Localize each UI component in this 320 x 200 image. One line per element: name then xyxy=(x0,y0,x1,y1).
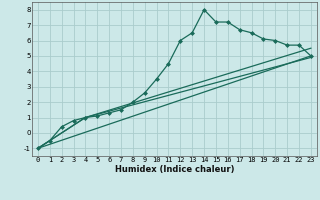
X-axis label: Humidex (Indice chaleur): Humidex (Indice chaleur) xyxy=(115,165,234,174)
